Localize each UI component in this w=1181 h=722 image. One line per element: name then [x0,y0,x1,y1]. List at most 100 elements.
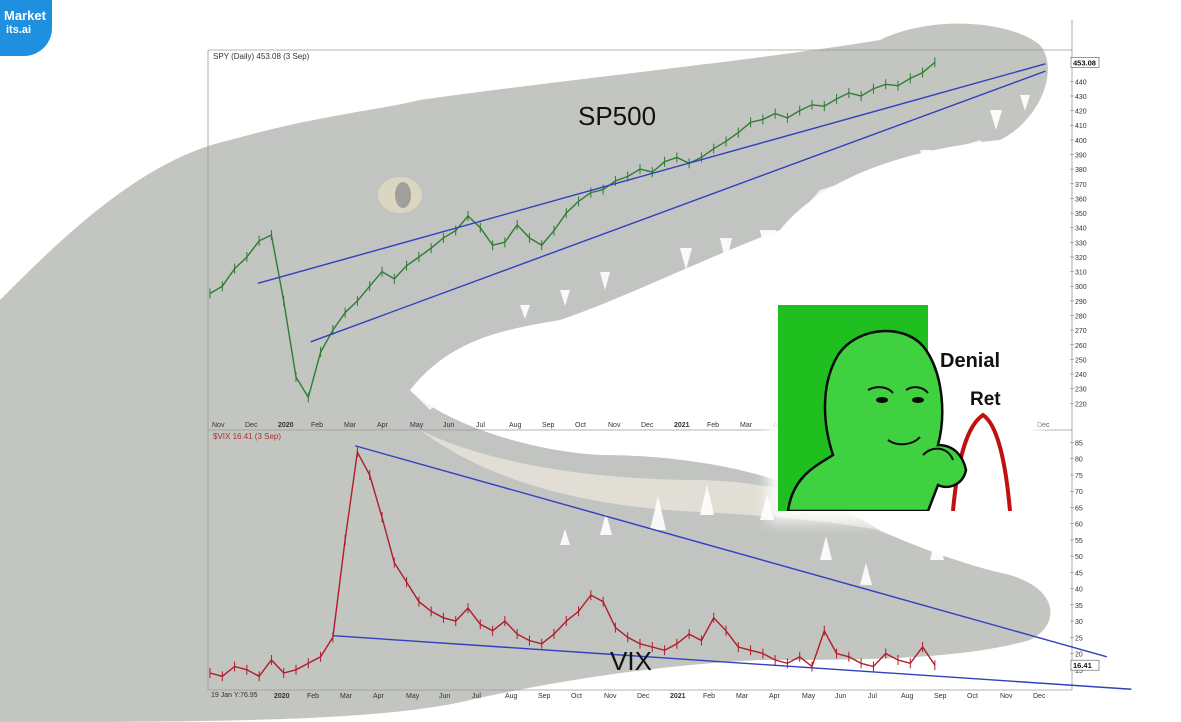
spy-trendline-1 [310,70,1046,343]
spy-xtick-label-10: Sep [542,422,555,429]
vix-ytick-label-0: 15 [1075,668,1083,675]
vix-ytick-label-9: 60 [1075,522,1083,529]
vix-xtick-label-7: Aug [505,693,518,700]
spy-xtick-label-11: Oct [575,422,586,429]
spy-trendline-0 [257,63,1046,284]
vix-last-value-box [1070,659,1100,671]
spy-xtick-label-2: 2020 [278,422,294,429]
vix-ytick-label-2: 25 [1075,635,1083,642]
spy-ytick-label-15: 370 [1075,182,1087,189]
spy-ytick-label-5: 270 [1075,328,1087,335]
spy-panel: 220 230 240 250 260 270 280 290 300 310 320 330 340 3… [209,57,1100,429]
spy-ytick-label-2: 240 [1075,372,1087,379]
vix-xtick-label-4: May [406,693,420,700]
vix-xtick-label-18: Jul [868,693,877,700]
spy-ytick-label-8: 300 [1075,284,1087,291]
spy-ytick-label-1: 230 [1075,387,1087,394]
spy-ytick-label-17: 390 [1075,153,1087,160]
vix-xtick-label-3: Apr [373,693,385,700]
logo-text-line1: Market [4,8,46,23]
spy-chart-title: SPY (Daily) 453.08 (3 Sep) [213,52,310,61]
spy-xtick-label-16: Mar [740,422,753,429]
vix-xtick-label-12: 2021 [670,693,686,700]
vix-xtick-label-8: Sep [538,693,551,700]
spy-ytick-label-14: 360 [1075,196,1087,203]
vix-xtick-label-22: Nov [1000,693,1013,700]
vix-price-line [209,449,936,678]
spy-ytick-label-9: 310 [1075,270,1087,277]
wojak-meme-image: Denial Ret [778,305,1030,511]
spy-ytick-label-22: 440 [1075,79,1087,86]
vix-xtick-label-19: Aug [901,693,914,700]
vix-xtick-label-20: Sep [934,693,947,700]
spy-xtick-label-25: Dec [1037,422,1050,429]
spy-ytick-label-0: 220 [1075,401,1087,408]
vix-xtick-label-5: Jun [439,693,450,700]
vix-ytick-label-11: 70 [1075,489,1083,496]
vix-panel: 15 20 25 30 35 40 45 50 55 60 65 70 75 80 85 2020 Feb Mar… [209,440,1132,700]
vix-xtick-label-11: Dec [637,693,650,700]
vix-ytick-label-8: 55 [1075,538,1083,545]
vix-xtick-label-0: 2020 [274,693,290,700]
sp500-label: SP500 [578,101,656,131]
spy-ytick-label-19: 410 [1075,123,1087,130]
spy-ytick-label-20: 420 [1075,109,1087,116]
spy-xtick-label-12: Nov [608,422,621,429]
spy-ytick-label-12: 340 [1075,226,1087,233]
spy-ytick-label-4: 260 [1075,343,1087,350]
vix-ytick-label-12: 75 [1075,473,1083,480]
spy-xtick-label-4: Mar [344,422,357,429]
spy-ytick-label-21: 430 [1075,94,1087,101]
vix-xtick-label-6: Jul [472,693,481,700]
logo-text-line2: its.ai [6,24,32,36]
vix-ytick-label-4: 35 [1075,603,1083,610]
spy-ytick-label-18: 400 [1075,138,1087,145]
meme-ret-text: Ret [970,389,1001,410]
vix-ytick-label-1: 20 [1075,652,1083,659]
spy-ytick-label-16: 380 [1075,167,1087,174]
vix-ytick-label-7: 50 [1075,554,1083,561]
vix-label: VIX [610,646,652,676]
spy-xtick-label-9: Aug [509,422,522,429]
vix-trendline-0 [354,445,1108,658]
vix-xtick-label-2: Mar [340,693,353,700]
vix-xtick-label-17: Jun [835,693,846,700]
spy-ytick-label-6: 280 [1075,313,1087,320]
vix-xtick-label-14: Mar [736,693,749,700]
spy-xtick-label-7: Jun [443,422,454,429]
spy-xtick-label-14: 2021 [674,422,690,429]
vix-ytick-label-13: 80 [1075,457,1083,464]
spy-ytick-label-11: 330 [1075,240,1087,247]
meme-denial-text: Denial [940,350,1000,372]
vix-ytick-label-6: 45 [1075,570,1083,577]
spy-xtick-label-15: Feb [707,422,719,429]
marketbits-logo: Market its.ai [0,0,52,56]
spy-xtick-label-1: Dec [245,422,258,429]
spy-xtick-label-6: May [410,422,424,429]
vix-xtick-label-10: Nov [604,693,617,700]
spy-ytick-label-3: 250 [1075,357,1087,364]
spy-last-value-tag: 453.08 [1073,58,1096,67]
spy-xtick-label-5: Apr [377,422,389,429]
vix-xtick-label-15: Apr [769,693,781,700]
vix-bottom-note: 19 Jan Y:76.95 [211,692,258,699]
spy-xtick-label-8: Jul [476,422,485,429]
vix-xtick-label-21: Oct [967,693,978,700]
crocodile-teeth [520,95,1030,585]
spy-xtick-label-13: Dec [641,422,654,429]
spy-ytick-label-10: 320 [1075,255,1087,262]
vix-xtick-label-16: May [802,693,816,700]
spy-ytick-label-13: 350 [1075,211,1087,218]
vix-last-value-tag: 16.41 [1073,661,1092,670]
spy-xtick-label-3: Feb [311,422,323,429]
vix-ytick-label-5: 40 [1075,587,1083,594]
vix-xtick-label-1: Feb [307,693,319,700]
spy-xtick-label-0: Nov [212,422,225,429]
vix-trendline-1 [332,634,1132,690]
vix-ytick-label-3: 30 [1075,619,1083,626]
vix-xtick-label-13: Feb [703,693,715,700]
vix-chart-title: $VIX 16.41 (3 Sep) [213,432,281,441]
vix-xtick-label-23: Dec [1033,693,1046,700]
spy-last-value-box [1070,57,1100,68]
